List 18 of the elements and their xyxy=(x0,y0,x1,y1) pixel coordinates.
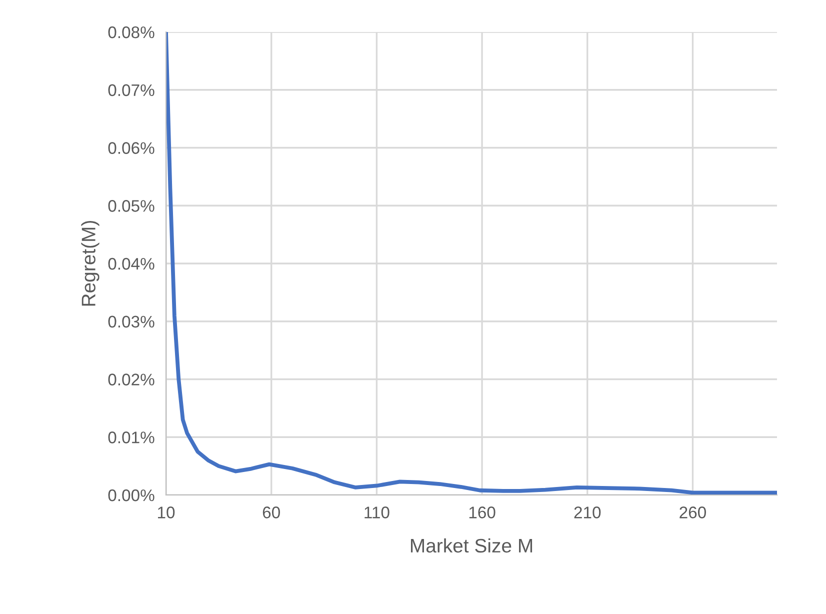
x-tick-label: 210 xyxy=(574,506,601,518)
y-tick-label: 0.07% xyxy=(108,84,154,96)
y-tick-label: 0.02% xyxy=(108,374,154,386)
x-axis-title: Market Size M xyxy=(410,538,532,553)
x-tick-label: 110 xyxy=(364,506,390,518)
y-tick-label: 0.00% xyxy=(108,489,154,502)
y-axis-title: Regret(M) xyxy=(81,220,100,306)
y-tick-label: 0.06% xyxy=(108,142,154,154)
x-tick-label: 10 xyxy=(158,506,175,518)
x-tick-label: 60 xyxy=(262,506,280,518)
y-tick-label: 0.04% xyxy=(108,258,154,270)
y-tick-label: 0.05% xyxy=(108,200,154,212)
y-tick-label: 0.08% xyxy=(108,26,154,38)
x-tick-label: 260 xyxy=(680,506,706,518)
y-tick-label: 0.01% xyxy=(108,432,154,444)
line-series xyxy=(166,32,777,495)
x-tick-label: 160 xyxy=(469,506,496,518)
y-tick-label: 0.03% xyxy=(108,316,154,328)
